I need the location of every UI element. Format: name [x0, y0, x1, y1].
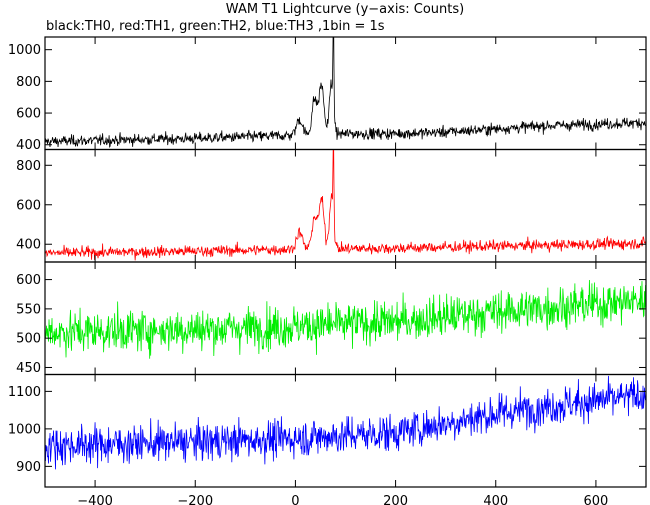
- x-tick-label: 600: [584, 494, 609, 505]
- plot-layer: 400 600 800 1000 400 600 800 450 500 550 600 900 100…: [8, 36, 647, 505]
- panel-th2: 450 500 550 600: [16, 261, 647, 376]
- series-line-th3: [45, 375, 646, 470]
- x-tick-label: −200: [177, 494, 213, 505]
- y-tick-label: 600: [16, 198, 41, 213]
- panel-frame: [44, 373, 647, 488]
- panel-th1: 400 600 800: [16, 148, 647, 263]
- chart-title: WAM T1 Lightcurve (y−axis: Counts): [226, 2, 464, 17]
- y-tick-label: 600: [16, 273, 41, 288]
- x-tick-label: −400: [77, 494, 113, 505]
- y-tick-label: 400: [16, 138, 41, 153]
- chart-subtitle: black:TH0, red:TH1, green:TH2, blue:TH3 …: [46, 19, 385, 34]
- panel-th3: 900 1000 1100: [8, 373, 647, 488]
- y-tick-label: 1000: [8, 43, 41, 58]
- y-tick-label: 550: [16, 302, 41, 317]
- y-tick-label: 800: [16, 159, 41, 174]
- y-tick-label: 800: [16, 75, 41, 90]
- x-tick-label: 200: [383, 494, 408, 505]
- y-tick-label: 900: [16, 460, 41, 475]
- series-line-th0: [45, 37, 646, 148]
- x-tick-label: 400: [483, 494, 508, 505]
- y-tick-label: 450: [16, 361, 41, 376]
- panel-frame: [44, 261, 647, 376]
- series-line-th2: [45, 279, 646, 359]
- y-tick-label: 1100: [8, 385, 41, 400]
- y-tick-label: 500: [16, 332, 41, 347]
- y-tick-label: 1000: [8, 422, 41, 437]
- x-tick-label: 0: [291, 494, 299, 505]
- series-line-th1: [45, 149, 646, 261]
- y-tick-label: 400: [16, 238, 41, 253]
- y-tick-label: 600: [16, 107, 41, 122]
